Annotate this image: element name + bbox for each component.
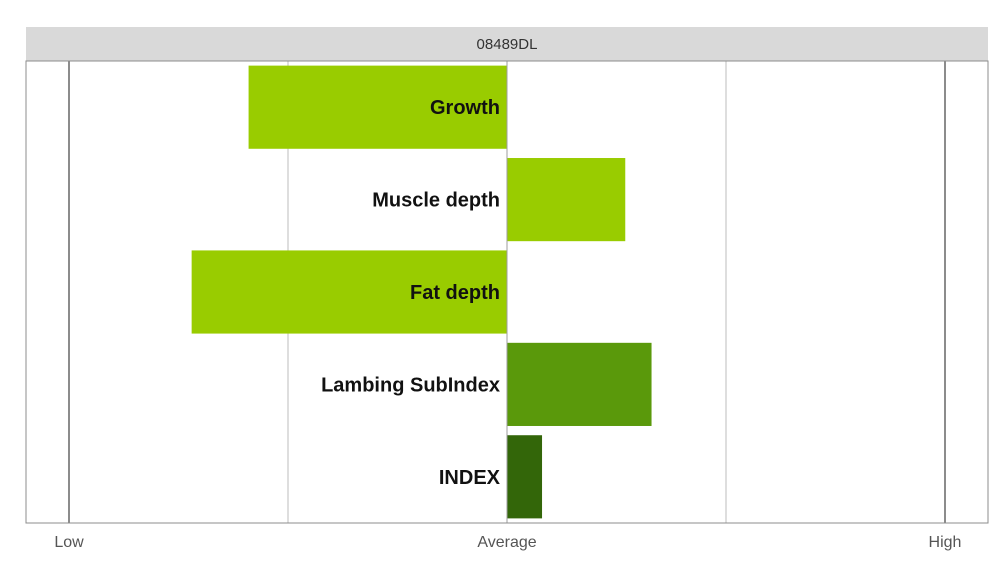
bar-lambing-subindex — [507, 343, 652, 426]
bar-muscle-depth — [507, 158, 625, 241]
bar-label-lambing-subindex: Lambing SubIndex — [321, 374, 500, 396]
bar-index — [507, 435, 542, 518]
bar-label-growth: Growth — [430, 97, 500, 119]
x-tick-label-average: Average — [477, 534, 536, 551]
x-tick-label-low: Low — [54, 534, 84, 551]
x-tick-label-high: High — [929, 534, 962, 551]
bar-label-muscle-depth: Muscle depth — [372, 190, 500, 212]
bar-label-fat-depth: Fat depth — [410, 282, 500, 304]
bar-label-index: INDEX — [439, 467, 501, 489]
